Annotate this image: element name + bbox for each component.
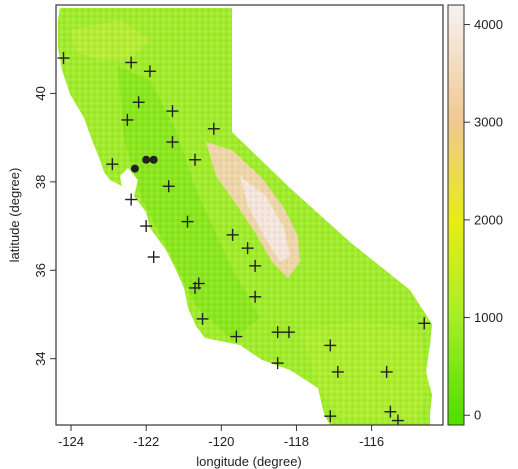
x-axis: -124 -122 -120 -118 -116: [58, 425, 384, 449]
y-tick-label: 34: [33, 351, 48, 365]
x-tick-label: -120: [208, 434, 234, 449]
station-marker-plus: [132, 96, 145, 109]
station-marker-plus: [241, 242, 254, 255]
y-tick-label: 40: [33, 86, 48, 100]
station-marker-plus: [181, 215, 194, 228]
california-land-texture: [58, 8, 432, 425]
colorbar-axis: 0 1000 2000 3000 4000: [464, 17, 503, 423]
colorbar: [447, 4, 465, 426]
station-marker-plus: [166, 136, 179, 149]
colorbar-tick-label: 3000: [474, 115, 503, 130]
station-marker-plus: [140, 220, 153, 233]
san-francisco-bay: [120, 168, 138, 196]
station-marker-plus: [166, 105, 179, 118]
station-marker-plus: [230, 330, 243, 343]
station-marker-plus: [271, 326, 284, 339]
y-tick-label: 36: [33, 263, 48, 277]
station-marker-plus: [125, 193, 138, 206]
station-marker-dot: [130, 164, 139, 173]
station-marker-plus: [226, 228, 239, 241]
station-marker-plus: [189, 281, 202, 294]
colorbar-tick-label: 4000: [474, 17, 503, 32]
station-marker-plus: [106, 158, 119, 171]
station-marker-plus: [147, 251, 160, 263]
station-marker-plus: [418, 317, 431, 330]
colorbar-tick-label: 1000: [474, 310, 503, 325]
map-layer: [57, 8, 432, 425]
station-marker-plus: [143, 65, 156, 78]
x-tick-label: -116: [359, 434, 384, 449]
station-marker-dot: [149, 155, 158, 164]
y-axis-title: latitude (degree): [7, 168, 22, 263]
colorbar-tick-label: 0: [474, 408, 481, 423]
station-marker-plus: [331, 365, 344, 378]
station-marker-plus: [189, 153, 202, 166]
station-marker-plus: [380, 365, 393, 378]
x-tick-label: -122: [133, 434, 159, 449]
station-marker-plus: [324, 410, 337, 423]
station-marker-plus: [162, 180, 175, 193]
plot-frame: [55, 4, 444, 426]
x-tick-label: -118: [284, 434, 309, 449]
station-marker-plus: [57, 52, 70, 65]
station-marker-dot: [142, 155, 151, 164]
station-marker-plus: [249, 290, 262, 303]
station-marker-plus: [249, 259, 262, 272]
station-marker-plus: [282, 326, 295, 339]
x-tick-label: -124: [58, 434, 84, 449]
x-axis-title: longitude (degree): [196, 454, 302, 469]
station-marker-plus: [384, 405, 397, 418]
y-tick-label: 38: [33, 175, 48, 189]
y-axis: 34 36 38 40: [33, 86, 56, 366]
station-marker-plus: [324, 339, 337, 352]
colorbar-tick-label: 2000: [474, 212, 503, 227]
station-marker-plus: [196, 312, 209, 325]
station-marker-plus: [125, 56, 138, 69]
station-marker-plus: [121, 113, 134, 126]
station-marker-plus: [271, 357, 284, 370]
station-marker-plus: [207, 122, 220, 135]
